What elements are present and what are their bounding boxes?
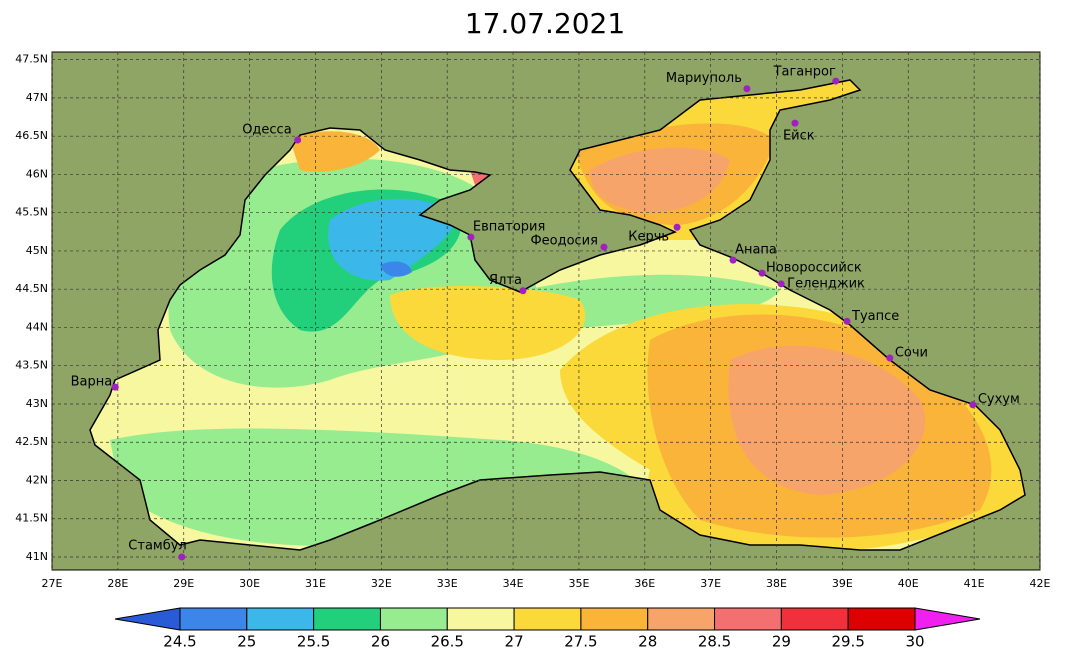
y-tick-label: 46.5N bbox=[15, 129, 48, 142]
x-tick-label: 39E bbox=[832, 577, 853, 590]
x-tick-label: 36E bbox=[634, 577, 655, 590]
city-label: Феодосия bbox=[530, 234, 598, 249]
colorbar-box bbox=[313, 607, 381, 631]
city-label: Новороссийск bbox=[766, 261, 862, 276]
y-tick-label: 41N bbox=[26, 550, 48, 563]
city-marker bbox=[791, 119, 799, 127]
x-tick-label: 34E bbox=[503, 577, 524, 590]
colorbar-label: 30 bbox=[905, 633, 924, 651]
x-tick-label: 29E bbox=[173, 577, 194, 590]
x-tick-label: 28E bbox=[107, 577, 128, 590]
city-label: Мариуполь bbox=[666, 71, 742, 86]
x-tick-label: 27E bbox=[42, 577, 63, 590]
city-label: Варна bbox=[71, 375, 113, 390]
colorbar-label: 29 bbox=[772, 633, 791, 651]
y-tick-label: 47.5N bbox=[15, 53, 48, 66]
colorbar-label: 29.5 bbox=[831, 633, 864, 651]
colorbar-label: 25 bbox=[237, 633, 256, 651]
y-tick-label: 44N bbox=[26, 320, 48, 333]
colorbar-label: 26.5 bbox=[431, 633, 464, 651]
x-tick-label: 35E bbox=[568, 577, 589, 590]
sst-area bbox=[328, 198, 460, 281]
colorbar-box bbox=[179, 607, 248, 631]
colorbar-box bbox=[446, 607, 515, 631]
x-tick-label: 30E bbox=[239, 577, 260, 590]
map-title: 17.07.2021 bbox=[465, 7, 625, 40]
colorbar-box bbox=[780, 607, 849, 631]
city-marker bbox=[886, 354, 894, 362]
city-label: Сочи bbox=[895, 346, 928, 361]
colorbar-box bbox=[513, 607, 582, 631]
y-tick-label: 45N bbox=[26, 244, 48, 257]
city-marker bbox=[600, 243, 608, 251]
city-label: Анапа bbox=[735, 243, 777, 258]
city-marker bbox=[832, 77, 840, 85]
y-tick-label: 41.5N bbox=[15, 512, 48, 525]
city-label: Туапсе bbox=[851, 309, 899, 324]
city-marker bbox=[969, 401, 977, 409]
colorbar-box bbox=[647, 607, 716, 631]
x-tick-label: 42E bbox=[1030, 577, 1051, 590]
sst-area bbox=[290, 131, 380, 172]
colorbar-box bbox=[580, 607, 649, 631]
colorbar-label: 24.5 bbox=[163, 633, 196, 651]
city-label: Сухум bbox=[978, 392, 1020, 407]
x-tick-label: 38E bbox=[766, 577, 787, 590]
colorbar-box bbox=[246, 607, 315, 631]
y-tick-label: 44.5N bbox=[15, 282, 48, 295]
sst-area bbox=[590, 147, 730, 213]
y-tick-label: 43.5N bbox=[15, 359, 48, 372]
city-marker bbox=[673, 223, 681, 231]
colorbar-label: 27 bbox=[505, 633, 524, 651]
colorbar-label: 28 bbox=[638, 633, 657, 651]
colorbar-low bbox=[114, 607, 181, 631]
x-tick-label: 37E bbox=[700, 577, 721, 590]
x-tick-label: 40E bbox=[898, 577, 919, 590]
city-label: Евпатория bbox=[473, 220, 545, 235]
colorbar-box bbox=[847, 607, 916, 631]
city-marker bbox=[729, 256, 737, 264]
x-tick-label: 31E bbox=[305, 577, 326, 590]
x-tick-label: 32E bbox=[371, 577, 392, 590]
x-tick-label: 41E bbox=[964, 577, 985, 590]
colorbar-label: 27.5 bbox=[564, 633, 597, 651]
y-tick-label: 47N bbox=[26, 91, 48, 104]
city-label: Одесса bbox=[242, 122, 291, 137]
sst-area bbox=[728, 345, 926, 495]
y-tick-label: 42.5N bbox=[15, 435, 48, 448]
colorbar-label: 26 bbox=[371, 633, 390, 651]
sst-area bbox=[390, 285, 586, 360]
colorbar-label: 28.5 bbox=[698, 633, 731, 651]
city-marker bbox=[111, 383, 119, 391]
y-tick-label: 42N bbox=[26, 473, 48, 486]
city-marker bbox=[294, 136, 302, 144]
y-tick-label: 45.5N bbox=[15, 206, 48, 219]
y-tick-label: 43N bbox=[26, 397, 48, 410]
city-label: Стамбул bbox=[128, 538, 186, 553]
city-marker bbox=[519, 287, 527, 295]
city-marker bbox=[467, 233, 475, 241]
city-marker bbox=[777, 280, 785, 288]
city-label: Таганрог bbox=[773, 65, 836, 80]
city-label: Ялта bbox=[489, 273, 522, 288]
city-marker bbox=[758, 269, 766, 277]
sst-area bbox=[380, 261, 412, 277]
overlay: 27E 28E 29E 30E 31E 32E 33E 34E 35E 36E 37E 38E 39E 4… bbox=[15, 52, 1051, 651]
city-marker bbox=[843, 317, 851, 325]
x-tick-label: 33E bbox=[437, 577, 458, 590]
city-label: Керчь bbox=[628, 230, 669, 245]
y-tick-label: 46N bbox=[26, 167, 48, 180]
colorbar-box bbox=[714, 607, 782, 631]
city-label: Ейск bbox=[783, 129, 815, 144]
colorbar-label: 25.5 bbox=[297, 633, 330, 651]
colorbar-high bbox=[914, 607, 981, 631]
city-label: Геленджик bbox=[787, 276, 865, 291]
colorbar-box bbox=[379, 607, 448, 631]
city-marker bbox=[178, 553, 186, 561]
city-marker bbox=[743, 85, 751, 93]
